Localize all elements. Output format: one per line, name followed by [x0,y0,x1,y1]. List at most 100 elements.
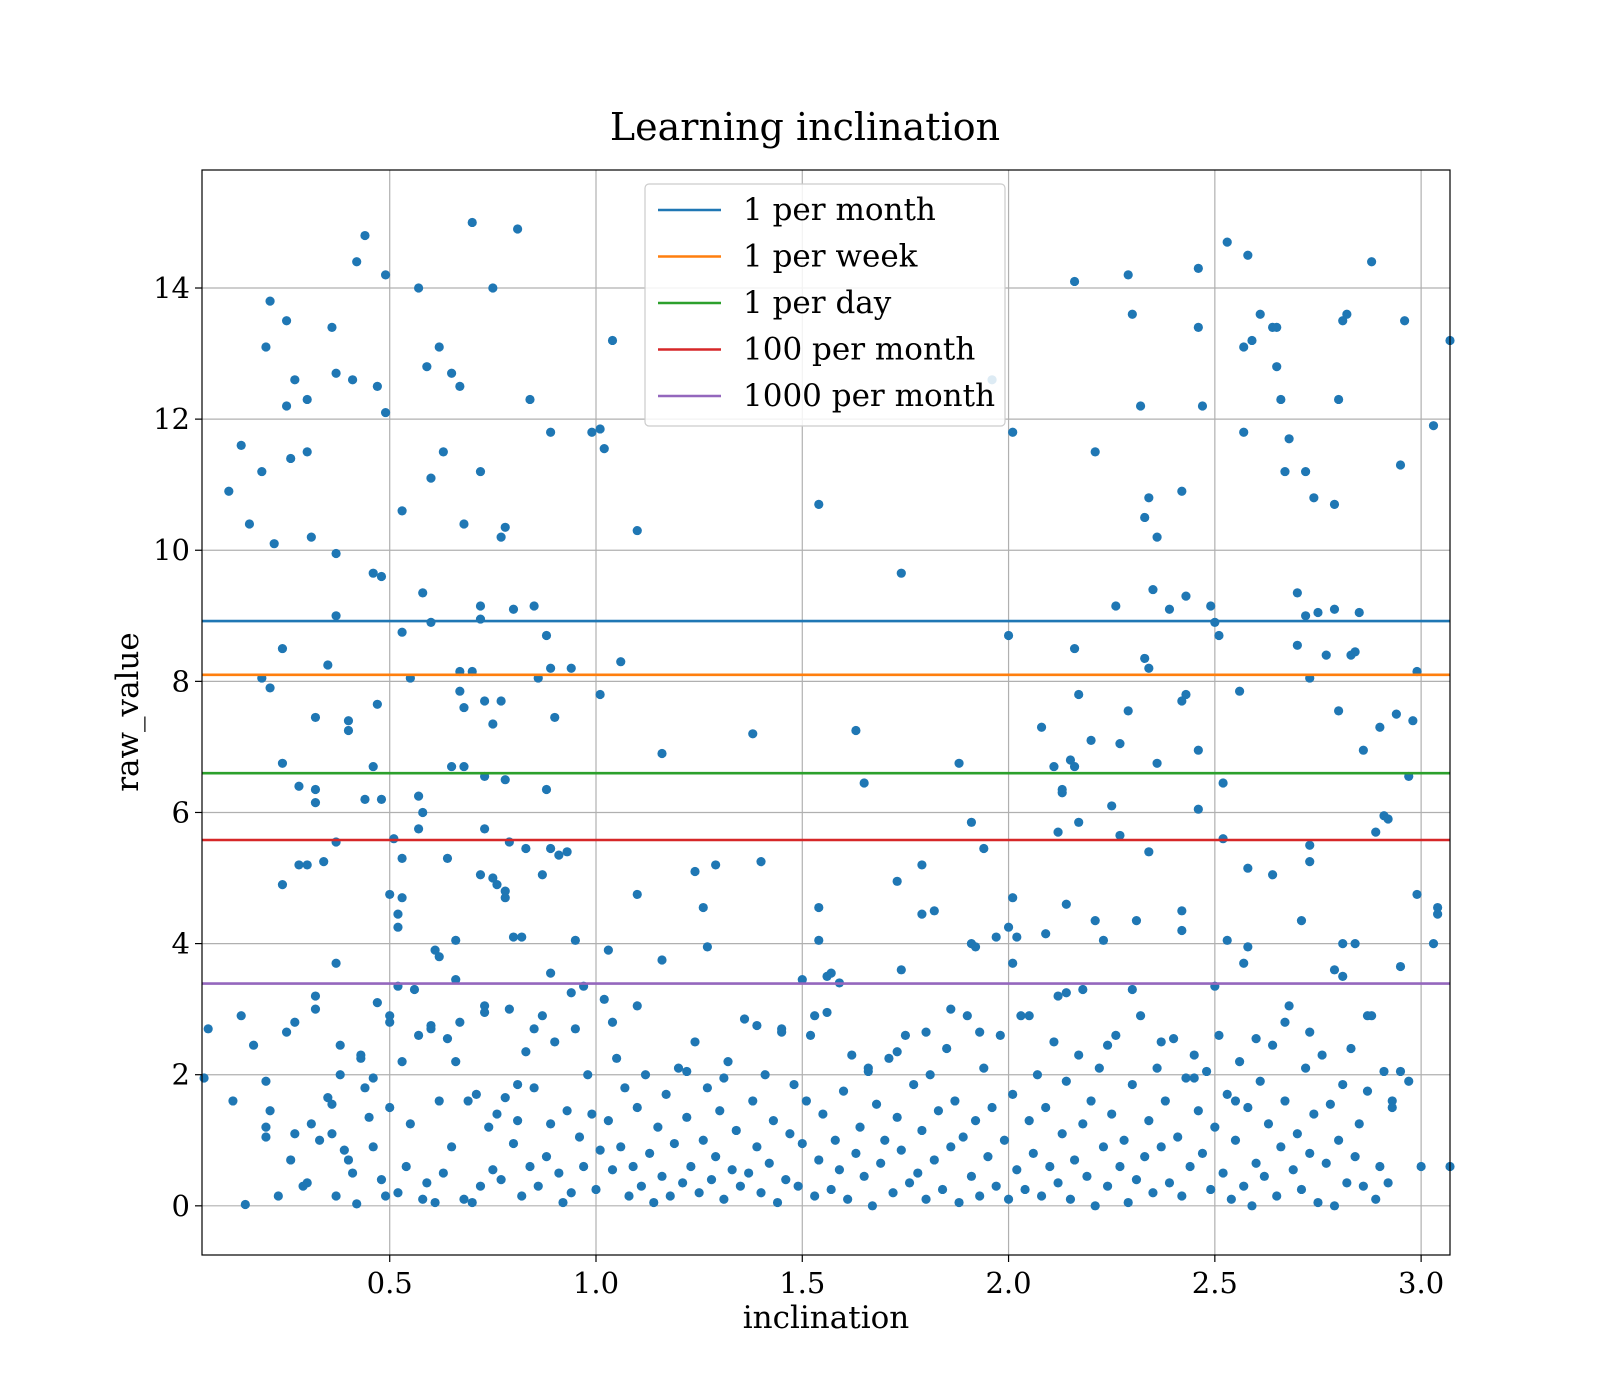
data-point [983,1152,993,1162]
data-point [562,847,572,857]
data-point [727,1165,737,1175]
data-point [579,1161,589,1172]
data-point [1259,1171,1269,1181]
data-point [385,889,395,900]
data-point [628,1161,638,1172]
data-point [413,791,424,801]
data-point [302,860,312,870]
data-point [1375,1161,1385,1172]
data-point [385,1011,395,1021]
data-point [1350,938,1360,949]
data-point [640,1070,651,1080]
data-point [752,1020,762,1031]
data-point [1210,1122,1220,1132]
data-point [1181,689,1191,700]
data-point [1127,984,1137,995]
data-point [1177,925,1187,936]
data-point [1156,1037,1166,1047]
data-point [517,1191,527,1201]
data-point [888,1188,898,1198]
data-point [851,1148,861,1158]
data-point [1395,961,1406,972]
data-point [380,1191,391,1201]
data-point [1193,263,1203,273]
data-point [1239,342,1249,352]
data-point [1140,512,1150,523]
data-point [1193,804,1203,814]
data-point [1164,604,1175,614]
data-point [426,1024,436,1034]
data-point [294,781,304,791]
data-point [785,1129,795,1139]
data-point [368,761,378,772]
data-point [1338,971,1348,981]
data-point [694,1188,704,1198]
data-point [1243,250,1253,260]
data-point [310,712,321,723]
data-point [1074,689,1084,700]
data-point [752,1142,762,1152]
data-point [669,1138,679,1149]
data-point [533,1181,543,1191]
data-point [475,466,486,477]
data-point [1301,611,1311,621]
data-point [574,1132,585,1142]
legend-entry-label: 1 per week [743,239,918,275]
data-point [1107,1109,1117,1119]
data-point [459,761,469,772]
data-point [904,1178,915,1188]
data-point [1321,1158,1331,1168]
data-point [1074,1050,1084,1060]
data-point [1119,1135,1129,1145]
data-point [632,525,642,536]
data-point [385,1102,395,1113]
legend: 1 per month 1 per week 1 per day 100 per mo… [644,183,1006,427]
data-point [1069,643,1080,654]
data-point [797,975,807,985]
data-point [814,935,824,945]
data-point [1284,434,1294,444]
data-point [921,1194,931,1204]
data-point [1206,1184,1216,1195]
data-point [1032,1070,1043,1080]
data-point [1024,1011,1034,1021]
data-point [1012,932,1022,942]
data-point [1206,601,1216,611]
data-point [1296,916,1307,926]
y-tick-label: 10 [153,533,190,567]
data-point [434,952,444,962]
data-point [1243,1102,1253,1113]
data-point [380,270,391,280]
data-point [1115,739,1125,749]
data-point [327,1129,337,1139]
data-point [657,955,667,965]
data-point [1301,466,1311,477]
data-point [368,1142,378,1152]
data-point [372,699,382,709]
data-point [1239,427,1249,437]
data-point [1214,630,1224,641]
data-point [310,1004,321,1014]
data-point [1321,650,1331,660]
data-point [739,1014,750,1024]
data-point [480,696,490,706]
data-point [1226,1194,1236,1204]
data-point [789,1079,799,1090]
data-point [966,1171,977,1181]
data-point [1329,499,1340,509]
data-point [814,902,824,913]
data-point [896,568,906,578]
data-point [1305,1148,1315,1158]
data-point [1016,1011,1026,1021]
data-point [933,1106,944,1116]
data-point [488,1165,498,1175]
data-point [426,473,436,483]
x-tick-label: 2.0 [985,1266,1031,1300]
data-point [1193,322,1203,332]
data-point [1090,916,1100,926]
data-point [1053,827,1063,837]
data-point [1168,1034,1179,1044]
data-point [744,1168,754,1178]
data-point [426,617,436,627]
data-point [1098,1142,1109,1152]
